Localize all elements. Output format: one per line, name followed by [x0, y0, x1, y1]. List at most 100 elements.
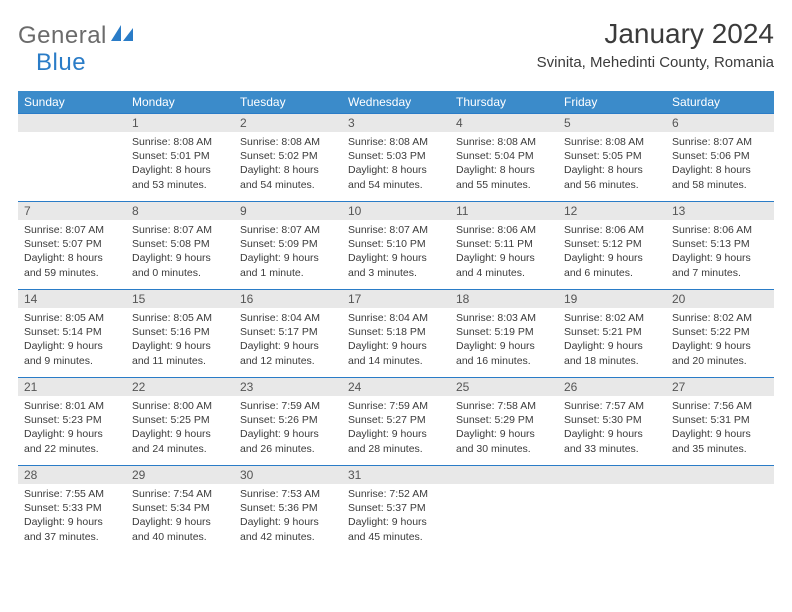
sunset-text: Sunset: 5:06 PM [672, 149, 768, 163]
daylight-text-1: Daylight: 9 hours [132, 515, 228, 529]
day-cell [558, 466, 666, 554]
daylight-text-1: Daylight: 9 hours [24, 427, 120, 441]
daylight-text-2: and 28 minutes. [348, 442, 444, 456]
sunrise-text: Sunrise: 8:06 AM [672, 223, 768, 237]
day-details: Sunrise: 8:08 AMSunset: 5:03 PMDaylight:… [342, 132, 450, 195]
day-details: Sunrise: 8:07 AMSunset: 5:09 PMDaylight:… [234, 220, 342, 283]
day-number: 28 [18, 466, 126, 484]
daylight-text-2: and 55 minutes. [456, 178, 552, 192]
day-number: 23 [234, 378, 342, 396]
day-number: 21 [18, 378, 126, 396]
dayhead-tue: Tuesday [234, 91, 342, 114]
daylight-text-1: Daylight: 9 hours [456, 427, 552, 441]
daylight-text-1: Daylight: 9 hours [132, 339, 228, 353]
brand-name-a: General [18, 22, 107, 50]
sunrise-text: Sunrise: 7:53 AM [240, 487, 336, 501]
daylight-text-1: Daylight: 9 hours [24, 339, 120, 353]
day-cell: 16Sunrise: 8:04 AMSunset: 5:17 PMDayligh… [234, 290, 342, 378]
sunrise-text: Sunrise: 8:04 AM [240, 311, 336, 325]
dayhead-thu: Thursday [450, 91, 558, 114]
day-details: Sunrise: 8:07 AMSunset: 5:07 PMDaylight:… [18, 220, 126, 283]
sunset-text: Sunset: 5:01 PM [132, 149, 228, 163]
daylight-text-1: Daylight: 9 hours [564, 339, 660, 353]
day-number: 11 [450, 202, 558, 220]
day-cell: 24Sunrise: 7:59 AMSunset: 5:27 PMDayligh… [342, 378, 450, 466]
sunset-text: Sunset: 5:13 PM [672, 237, 768, 251]
day-details: Sunrise: 7:55 AMSunset: 5:33 PMDaylight:… [18, 484, 126, 547]
day-details: Sunrise: 8:02 AMSunset: 5:21 PMDaylight:… [558, 308, 666, 371]
daylight-text-2: and 11 minutes. [132, 354, 228, 368]
day-number: 27 [666, 378, 774, 396]
day-cell: 15Sunrise: 8:05 AMSunset: 5:16 PMDayligh… [126, 290, 234, 378]
day-cell: 18Sunrise: 8:03 AMSunset: 5:19 PMDayligh… [450, 290, 558, 378]
day-details: Sunrise: 8:08 AMSunset: 5:01 PMDaylight:… [126, 132, 234, 195]
day-number: 22 [126, 378, 234, 396]
daylight-text-1: Daylight: 9 hours [564, 251, 660, 265]
daylight-text-2: and 42 minutes. [240, 530, 336, 544]
day-details: Sunrise: 8:07 AMSunset: 5:08 PMDaylight:… [126, 220, 234, 283]
day-details: Sunrise: 7:56 AMSunset: 5:31 PMDaylight:… [666, 396, 774, 459]
day-details: Sunrise: 8:06 AMSunset: 5:13 PMDaylight:… [666, 220, 774, 283]
daylight-text-1: Daylight: 9 hours [240, 515, 336, 529]
sunset-text: Sunset: 5:16 PM [132, 325, 228, 339]
daylight-text-2: and 35 minutes. [672, 442, 768, 456]
dayhead-sun: Sunday [18, 91, 126, 114]
day-cell: 28Sunrise: 7:55 AMSunset: 5:33 PMDayligh… [18, 466, 126, 554]
sunset-text: Sunset: 5:18 PM [348, 325, 444, 339]
week-row: 14Sunrise: 8:05 AMSunset: 5:14 PMDayligh… [18, 290, 774, 378]
sunset-text: Sunset: 5:34 PM [132, 501, 228, 515]
sunrise-text: Sunrise: 8:08 AM [456, 135, 552, 149]
sunrise-text: Sunrise: 8:03 AM [456, 311, 552, 325]
week-row: 1Sunrise: 8:08 AMSunset: 5:01 PMDaylight… [18, 114, 774, 202]
sunrise-text: Sunrise: 8:08 AM [240, 135, 336, 149]
day-number: 4 [450, 114, 558, 132]
sunrise-text: Sunrise: 8:08 AM [564, 135, 660, 149]
daylight-text-1: Daylight: 9 hours [240, 339, 336, 353]
daylight-text-2: and 30 minutes. [456, 442, 552, 456]
sunset-text: Sunset: 5:21 PM [564, 325, 660, 339]
sunrise-text: Sunrise: 7:58 AM [456, 399, 552, 413]
dayhead-sat: Saturday [666, 91, 774, 114]
sunrise-text: Sunrise: 7:55 AM [24, 487, 120, 501]
dayhead-wed: Wednesday [342, 91, 450, 114]
daylight-text-2: and 9 minutes. [24, 354, 120, 368]
day-cell: 3Sunrise: 8:08 AMSunset: 5:03 PMDaylight… [342, 114, 450, 202]
day-cell: 17Sunrise: 8:04 AMSunset: 5:18 PMDayligh… [342, 290, 450, 378]
day-details: Sunrise: 7:57 AMSunset: 5:30 PMDaylight:… [558, 396, 666, 459]
day-cell: 9Sunrise: 8:07 AMSunset: 5:09 PMDaylight… [234, 202, 342, 290]
day-cell [450, 466, 558, 554]
sunrise-text: Sunrise: 8:00 AM [132, 399, 228, 413]
day-cell: 12Sunrise: 8:06 AMSunset: 5:12 PMDayligh… [558, 202, 666, 290]
day-number: 26 [558, 378, 666, 396]
daylight-text-2: and 3 minutes. [348, 266, 444, 280]
sunset-text: Sunset: 5:30 PM [564, 413, 660, 427]
day-cell: 22Sunrise: 8:00 AMSunset: 5:25 PMDayligh… [126, 378, 234, 466]
day-details: Sunrise: 8:05 AMSunset: 5:14 PMDaylight:… [18, 308, 126, 371]
sunset-text: Sunset: 5:37 PM [348, 501, 444, 515]
daylight-text-2: and 6 minutes. [564, 266, 660, 280]
daylight-text-2: and 4 minutes. [456, 266, 552, 280]
daylight-text-1: Daylight: 9 hours [240, 427, 336, 441]
day-number: 30 [234, 466, 342, 484]
day-details: Sunrise: 7:58 AMSunset: 5:29 PMDaylight:… [450, 396, 558, 459]
daylight-text-2: and 24 minutes. [132, 442, 228, 456]
day-cell: 14Sunrise: 8:05 AMSunset: 5:14 PMDayligh… [18, 290, 126, 378]
day-number: 1 [126, 114, 234, 132]
daylight-text-2: and 33 minutes. [564, 442, 660, 456]
day-number: 31 [342, 466, 450, 484]
day-number: 16 [234, 290, 342, 308]
day-cell: 25Sunrise: 7:58 AMSunset: 5:29 PMDayligh… [450, 378, 558, 466]
day-cell: 26Sunrise: 7:57 AMSunset: 5:30 PMDayligh… [558, 378, 666, 466]
day-number: 15 [126, 290, 234, 308]
day-details: Sunrise: 7:53 AMSunset: 5:36 PMDaylight:… [234, 484, 342, 547]
day-number: 10 [342, 202, 450, 220]
day-cell: 19Sunrise: 8:02 AMSunset: 5:21 PMDayligh… [558, 290, 666, 378]
daylight-text-1: Daylight: 9 hours [456, 251, 552, 265]
daylight-text-2: and 0 minutes. [132, 266, 228, 280]
day-number: 9 [234, 202, 342, 220]
day-number [450, 466, 558, 484]
day-details: Sunrise: 8:07 AMSunset: 5:06 PMDaylight:… [666, 132, 774, 195]
sunset-text: Sunset: 5:02 PM [240, 149, 336, 163]
week-row: 7Sunrise: 8:07 AMSunset: 5:07 PMDaylight… [18, 202, 774, 290]
sunrise-text: Sunrise: 8:06 AM [564, 223, 660, 237]
